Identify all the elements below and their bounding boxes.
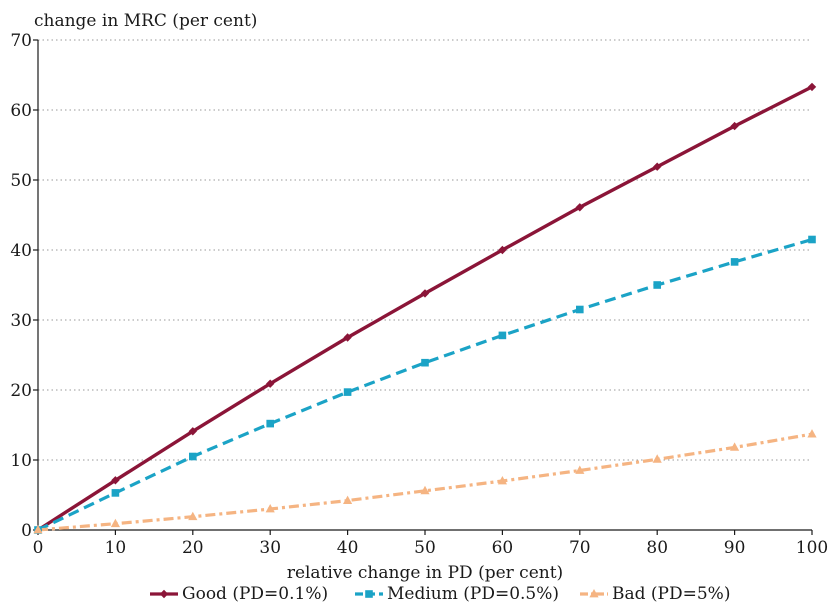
data-point-0 bbox=[575, 203, 584, 212]
y-axis-title: change in MRC (per cent) bbox=[34, 11, 257, 31]
x-tick-label: 0 bbox=[33, 538, 44, 558]
legend-entry-2: Bad (PD=5%) bbox=[580, 584, 730, 604]
data-point-1 bbox=[111, 489, 120, 497]
series-markers bbox=[33, 82, 817, 535]
x-tick-label: 40 bbox=[337, 538, 359, 558]
data-point-0 bbox=[188, 427, 197, 436]
x-tick-label: 80 bbox=[646, 538, 668, 558]
x-tick-label: 90 bbox=[724, 538, 746, 558]
x-tick-label: 70 bbox=[569, 538, 591, 558]
legend-swatch-marker bbox=[159, 589, 169, 599]
y-tick-label: 60 bbox=[10, 101, 32, 121]
x-tick-label: 10 bbox=[105, 538, 127, 558]
data-point-1 bbox=[576, 305, 584, 314]
data-point-1 bbox=[498, 331, 507, 340]
series-line-0 bbox=[37, 85, 813, 532]
data-point-0 bbox=[730, 121, 739, 131]
legend-swatch-marker bbox=[365, 590, 373, 598]
x-tick-label: 50 bbox=[414, 538, 436, 558]
data-point-0 bbox=[420, 289, 430, 298]
x-tick-label: 30 bbox=[259, 538, 281, 558]
data-point-2 bbox=[420, 485, 430, 495]
data-point-0 bbox=[266, 379, 275, 388]
y-tick-label: 30 bbox=[10, 311, 32, 331]
data-point-0 bbox=[807, 82, 817, 92]
y-tick-label: 10 bbox=[10, 451, 32, 471]
data-point-2 bbox=[265, 504, 275, 513]
legend-label: Bad (PD=5%) bbox=[612, 584, 730, 604]
data-point-1 bbox=[421, 358, 429, 367]
y-tick-label: 70 bbox=[10, 31, 32, 51]
data-point-2 bbox=[188, 511, 198, 521]
x-tick-label: 60 bbox=[492, 538, 514, 558]
data-point-2 bbox=[110, 518, 120, 528]
x-tick-label: 20 bbox=[182, 538, 204, 558]
y-tick-label: 50 bbox=[10, 171, 32, 191]
tick-marks-and-labels: 0 10 20 30 40 50 60 70 0 10 20 30 40 50 60 70 80 90 100 bbox=[10, 31, 828, 558]
legend: Good (PD=0.1%) Medium (PD=0.5%) Bad (PD=5%… bbox=[150, 584, 730, 604]
y-tick-label: 40 bbox=[10, 241, 32, 261]
data-point-0 bbox=[343, 333, 352, 342]
data-point-0 bbox=[498, 245, 507, 255]
data-point-2 bbox=[33, 525, 43, 534]
data-point-1 bbox=[808, 235, 816, 244]
data-point-2 bbox=[343, 495, 353, 504]
series-line-2 bbox=[37, 432, 813, 532]
data-point-2 bbox=[575, 465, 585, 474]
data-point-2 bbox=[807, 429, 817, 438]
legend-swatch-marker bbox=[589, 589, 599, 598]
data-point-0 bbox=[111, 476, 120, 485]
data-point-0 bbox=[653, 162, 662, 171]
data-point-1 bbox=[266, 419, 274, 428]
x-axis-title: relative change in PD (per cent) bbox=[287, 563, 563, 583]
data-point-1 bbox=[343, 388, 352, 396]
legend-entry-0: Good (PD=0.1%) bbox=[150, 584, 328, 604]
data-point-1 bbox=[189, 452, 197, 461]
data-point-2 bbox=[652, 454, 662, 463]
legend-entry-1: Medium (PD=0.5%) bbox=[355, 584, 559, 604]
legend-label: Medium (PD=0.5%) bbox=[387, 584, 559, 604]
series-lines bbox=[37, 85, 813, 532]
x-tick-label: 100 bbox=[796, 538, 828, 558]
grid-lines bbox=[38, 39, 812, 461]
y-tick-label: 20 bbox=[10, 381, 32, 401]
data-point-2 bbox=[497, 476, 507, 485]
y-tick-label: 0 bbox=[21, 521, 32, 541]
series-line-1 bbox=[37, 237, 813, 532]
data-point-2 bbox=[730, 442, 740, 451]
data-point-1 bbox=[653, 281, 661, 289]
legend-label: Good (PD=0.1%) bbox=[182, 584, 328, 604]
data-point-1 bbox=[730, 258, 739, 266]
